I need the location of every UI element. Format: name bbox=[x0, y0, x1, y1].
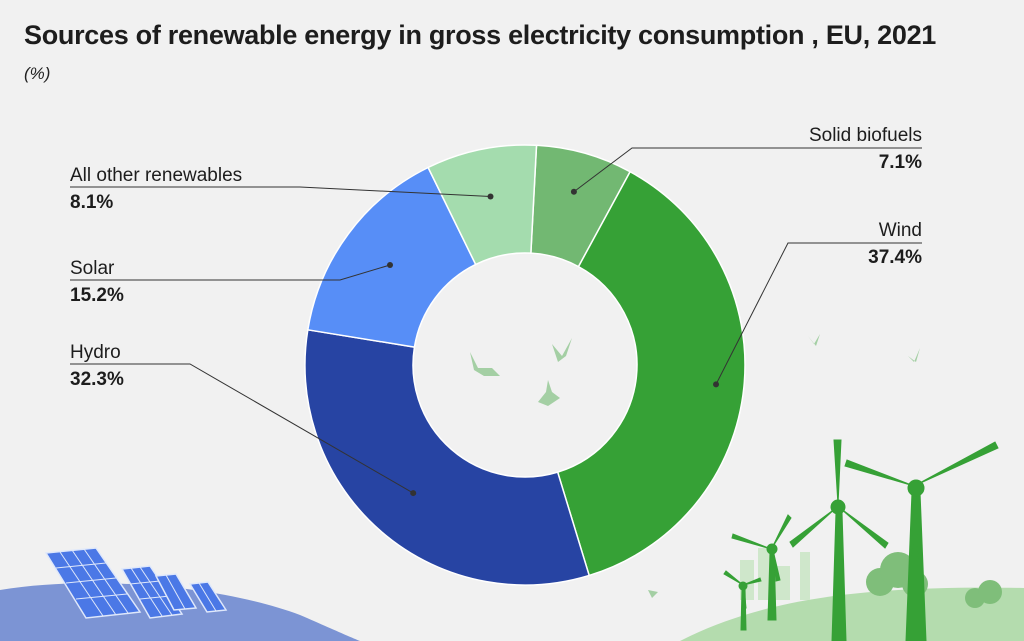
bird-icon bbox=[908, 348, 920, 362]
leader-lines bbox=[70, 147, 922, 497]
slice-label-value: 8.1% bbox=[70, 192, 113, 213]
donut-slices bbox=[304, 144, 746, 586]
wind-turbine-icon bbox=[731, 514, 792, 621]
solar-panel-icon bbox=[44, 547, 142, 619]
slice-hydro bbox=[304, 328, 591, 586]
leader-line bbox=[573, 147, 922, 193]
landscape-illustration bbox=[0, 334, 1024, 641]
chart-unit: (%) bbox=[24, 64, 51, 83]
bird-icon bbox=[648, 590, 658, 598]
slice-label-name: All other renewables bbox=[70, 165, 242, 186]
slice-label-value: 37.4% bbox=[868, 247, 922, 268]
solar-panel-icon bbox=[154, 573, 198, 611]
slice-label-value: 7.1% bbox=[879, 152, 922, 173]
bird-icon bbox=[808, 334, 820, 346]
wind-turbine-icon bbox=[723, 570, 762, 631]
slice-wind bbox=[556, 170, 746, 577]
bird-icon bbox=[538, 380, 560, 406]
bird-icon bbox=[470, 352, 500, 376]
slice-labels: Wind 37.4% Hydro 32.3% Solar 15.2% All other r… bbox=[70, 125, 922, 390]
wind-turbine-icon bbox=[844, 441, 999, 641]
bird-icon bbox=[552, 338, 572, 362]
slice-label-value: 32.3% bbox=[70, 369, 124, 390]
green-hill bbox=[680, 587, 1024, 641]
slice-label-name: Solid biofuels bbox=[809, 125, 922, 146]
leader-line bbox=[715, 242, 922, 385]
leader-line bbox=[70, 186, 491, 197]
leader-line bbox=[70, 363, 414, 494]
slice-all-other-renewables bbox=[427, 144, 538, 266]
solar-panel-icon bbox=[120, 565, 184, 619]
wind-turbine-icon bbox=[789, 439, 889, 641]
leader-line bbox=[70, 264, 391, 281]
chart-title: Sources of renewable energy in gross ele… bbox=[24, 20, 937, 50]
slice-label-name: Solar bbox=[70, 258, 115, 279]
slice-label-name: Hydro bbox=[70, 342, 121, 363]
solar-panel-icon bbox=[188, 581, 228, 613]
slice-label-value: 15.2% bbox=[70, 285, 124, 306]
slice-label-name: Wind bbox=[879, 220, 922, 241]
